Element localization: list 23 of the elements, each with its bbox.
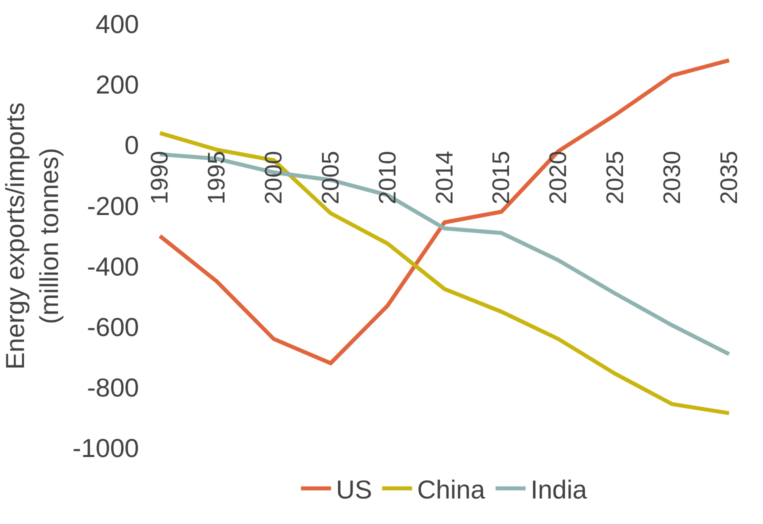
x-tick-label: 2005 bbox=[317, 150, 344, 204]
x-tick-label: 2030 bbox=[658, 150, 686, 204]
y-tick-label: -400 bbox=[86, 251, 139, 282]
y-axis-title: Energy exports/imports (million tonnes) bbox=[0, 102, 64, 370]
y-tick-label: -200 bbox=[86, 190, 139, 221]
x-tick-label: 2020 bbox=[545, 150, 572, 204]
x-tick-label: 2035 bbox=[716, 150, 743, 204]
x-tick-label: 2010 bbox=[374, 150, 402, 204]
y-tick-label: 0 bbox=[124, 130, 139, 160]
y-tick-label: 200 bbox=[96, 70, 139, 100]
legend-label: US bbox=[336, 474, 372, 504]
x-tick-label: 2025 bbox=[602, 150, 630, 204]
x-tick-label: 2015 bbox=[488, 150, 516, 204]
x-tick-label: 1990 bbox=[146, 150, 174, 204]
x-tick-label: 2000 bbox=[260, 150, 288, 204]
legend-label: China bbox=[417, 474, 486, 504]
y-tick-label: -1000 bbox=[72, 433, 139, 464]
x-tick-label: 1995 bbox=[204, 150, 231, 204]
legend-label: India bbox=[530, 474, 588, 504]
y-tick-label: -600 bbox=[86, 312, 139, 342]
y-tick-label: 400 bbox=[96, 9, 139, 40]
x-tick-label: 2014 bbox=[431, 150, 458, 204]
y-tick-label: -800 bbox=[86, 372, 139, 403]
